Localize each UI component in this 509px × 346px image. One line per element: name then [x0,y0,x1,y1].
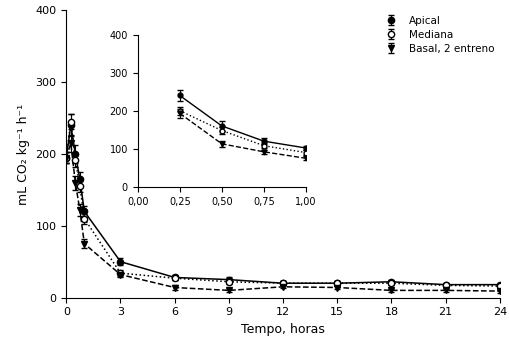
X-axis label: Tempo, horas: Tempo, horas [241,323,324,336]
Legend: Apical, Mediana, Basal, 2 entreno: Apical, Mediana, Basal, 2 entreno [377,16,494,54]
Y-axis label: mL CO₂ kg⁻¹ h⁻¹: mL CO₂ kg⁻¹ h⁻¹ [17,103,30,204]
